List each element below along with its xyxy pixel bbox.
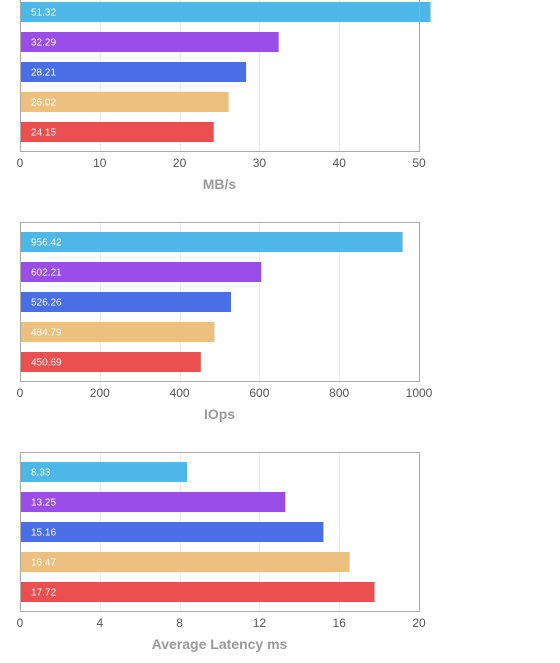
x-tick-label: 0 [17, 156, 24, 170]
bar [21, 582, 375, 602]
bar-value-label: 526.26 [31, 298, 62, 309]
x-tick-label: 20 [173, 156, 187, 170]
x-tick-label: 20 [412, 616, 426, 630]
bar [21, 232, 403, 252]
bar-value-label: 956.42 [31, 238, 62, 249]
plot-frame [20, 452, 420, 612]
bar-value-label: 51.32 [31, 8, 56, 19]
bar-value-label: 17.72 [31, 588, 56, 599]
bar-value-label: 8.33 [31, 468, 51, 479]
bar [21, 62, 247, 82]
bar-value-label: 28.21 [31, 68, 56, 79]
x-tick-label: 800 [329, 386, 349, 400]
x-tick-label: 1000 [406, 386, 433, 400]
bar [21, 292, 231, 312]
x-tick-label: 0 [17, 386, 24, 400]
bar [21, 122, 214, 142]
bar [21, 352, 201, 372]
bar [21, 492, 286, 512]
bar [21, 552, 350, 572]
bar-value-label: 16.47 [31, 558, 56, 569]
chart-3: 8.33 13.25 15.16 16.47 17.72 0 4 8 12 16 20 Average… [17, 452, 426, 652]
bar [21, 32, 279, 52]
x-tick-label: 4 [96, 616, 103, 630]
bar [21, 322, 215, 342]
x-tick-label: 200 [90, 386, 110, 400]
bar [21, 2, 431, 22]
x-tick-label: 16 [333, 616, 347, 630]
bar [21, 522, 324, 542]
x-tick-label: 10 [93, 156, 107, 170]
x-tick-label: 50 [412, 156, 426, 170]
plot-frame [20, 0, 420, 152]
x-tick-label: 40 [333, 156, 347, 170]
x-tick-label: 8 [176, 616, 183, 630]
x-tick-label: 12 [253, 616, 267, 630]
bar [21, 462, 188, 482]
plot-frame [20, 222, 420, 382]
x-tick-label: 600 [249, 386, 269, 400]
chart-2: 956.42 602.21 526.26 484.79 450.69 0 200 400 600… [17, 222, 433, 422]
x-axis-title: Average Latency ms [152, 636, 288, 652]
x-axis-title: MB/s [203, 176, 237, 192]
x-tick-label: 30 [253, 156, 267, 170]
x-axis-title: IOps [204, 406, 235, 422]
chart-1: 51.32 32.29 28.21 26.02 24.15 0 10 20 30 40 50 MB/s [17, 0, 431, 192]
bar-value-label: 13.25 [31, 498, 56, 509]
x-tick-label: 0 [17, 616, 24, 630]
bar-value-label: 450.69 [31, 358, 62, 369]
bar-value-label: 32.29 [31, 38, 56, 49]
bar [21, 92, 229, 112]
bar-value-label: 602.21 [31, 268, 62, 279]
bar-value-label: 26.02 [31, 98, 56, 109]
bar [21, 262, 262, 282]
bar-value-label: 24.15 [31, 128, 56, 139]
bar-value-label: 484.79 [31, 328, 62, 339]
x-tick-label: 400 [170, 386, 190, 400]
bar-value-label: 15.16 [31, 528, 56, 539]
